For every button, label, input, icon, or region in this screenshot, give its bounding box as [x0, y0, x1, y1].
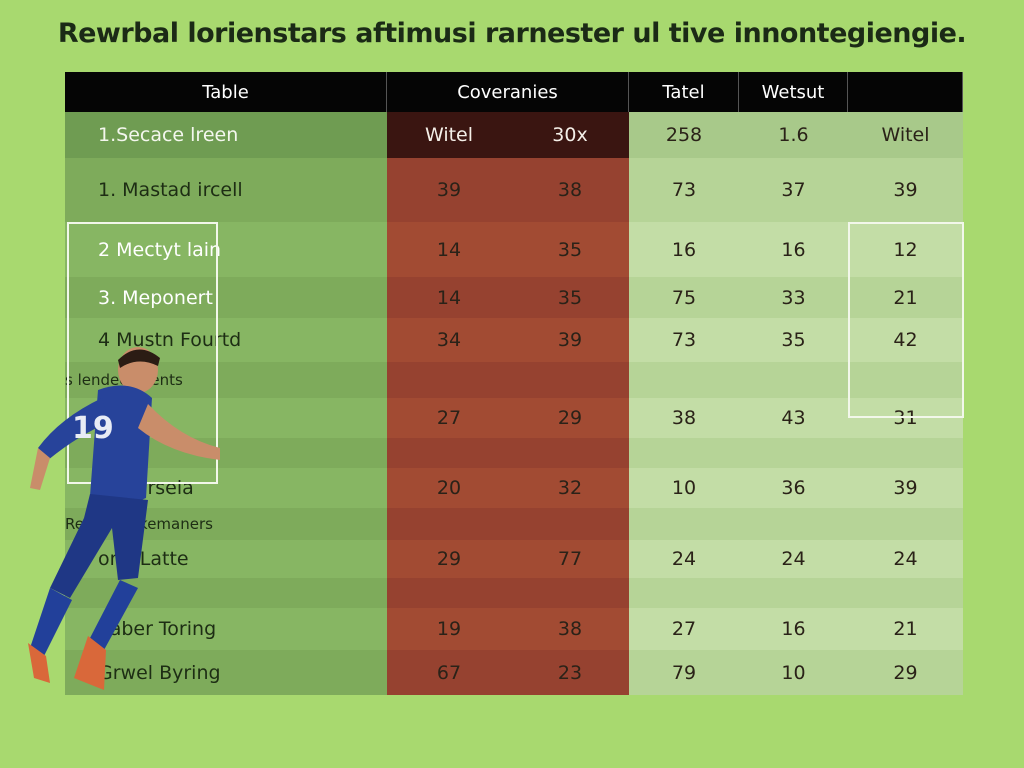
jersey-number: 19: [72, 411, 114, 446]
highlight-frame: [848, 222, 964, 418]
value-cell: 16: [739, 222, 848, 277]
value-cell: 21: [848, 277, 963, 318]
value-cell: 77: [511, 540, 629, 578]
empty-cell: [848, 362, 963, 398]
value-cell: 32: [511, 468, 629, 508]
empty-cell: [387, 508, 511, 540]
value-cell: 1.6: [739, 112, 848, 158]
header-cell: [848, 72, 963, 112]
row-label: Grwel Byring: [65, 650, 387, 695]
value-cell: 16: [629, 222, 739, 277]
empty-cell: [511, 438, 629, 468]
empty-cell: [387, 578, 511, 608]
empty-cell: [739, 508, 848, 540]
value-cell: 29: [387, 540, 511, 578]
value-cell: 19: [387, 608, 511, 650]
value-cell: 14: [387, 222, 511, 277]
value-cell: 38: [511, 608, 629, 650]
title: Rewrbal lorienstars aftimusi rarnester u…: [57, 18, 967, 49]
value-cell: 27: [629, 608, 739, 650]
empty-cell: [848, 438, 963, 468]
value-cell: Witel: [848, 112, 963, 158]
value-cell: 10: [629, 468, 739, 508]
header-cell: Wetsut: [739, 72, 848, 112]
value-cell: 23: [511, 650, 629, 695]
value-cell: 16: [739, 608, 848, 650]
value-cell: 38: [511, 158, 629, 222]
empty-cell: [387, 438, 511, 468]
empty-cell: [739, 578, 848, 608]
value-cell: 75: [629, 277, 739, 318]
value-cell: 39: [511, 318, 629, 362]
value-cell: 20: [387, 468, 511, 508]
row-label: 3. Meponert: [65, 277, 387, 318]
value-cell: 39: [848, 158, 963, 222]
empty-cell: [511, 508, 629, 540]
player-illustration: 19: [28, 347, 220, 690]
row-label: 2 Mectyt lain: [65, 222, 387, 277]
empty-cell: [848, 578, 963, 608]
value-cell: 35: [739, 318, 848, 362]
value-cell: 24: [629, 540, 739, 578]
value-cell: 79: [629, 650, 739, 695]
value-cell: 21: [848, 608, 963, 650]
value-cell: 258: [629, 112, 739, 158]
value-cell: 42: [848, 318, 963, 362]
row-label: 4 Mustn Fourtd: [65, 318, 387, 362]
row-label: 1. Mastad ircell: [65, 158, 387, 222]
value-cell: 31: [848, 398, 963, 438]
empty-cell: [629, 578, 739, 608]
value-cell: 67: [387, 650, 511, 695]
value-cell: 10: [739, 650, 848, 695]
value-cell: 37: [739, 158, 848, 222]
value-cell: 30x: [511, 112, 629, 158]
value-cell: 29: [511, 398, 629, 438]
value-cell: 73: [629, 318, 739, 362]
empty-cell: [511, 578, 629, 608]
row-label: 1.Secace lreen: [65, 112, 387, 158]
value-cell: Witel: [387, 112, 511, 158]
value-cell: 38: [629, 398, 739, 438]
value-cell: 39: [848, 468, 963, 508]
value-cell: 35: [511, 222, 629, 277]
value-cell: 73: [629, 158, 739, 222]
value-cell: 33: [739, 277, 848, 318]
empty-cell: [848, 508, 963, 540]
value-cell: 34: [387, 318, 511, 362]
value-cell: 35: [511, 277, 629, 318]
value-cell: 27: [387, 398, 511, 438]
empty-cell: [629, 508, 739, 540]
empty-cell: [629, 362, 739, 398]
table: Table Coveranies Tatel Wetsut 1.Secace lreen…: [65, 72, 963, 695]
empty-cell: [739, 362, 848, 398]
value-cell: 12: [848, 222, 963, 277]
header-cell: Tatel: [629, 72, 739, 112]
value-cell: 36: [739, 468, 848, 508]
value-cell: 43: [739, 398, 848, 438]
empty-cell: [511, 362, 629, 398]
value-cell: 29: [848, 650, 963, 695]
value-cell: 14: [387, 277, 511, 318]
empty-cell: [739, 438, 848, 468]
value-cell: 24: [739, 540, 848, 578]
empty-cell: [629, 438, 739, 468]
header-cell: Table: [65, 72, 387, 112]
empty-cell: [387, 362, 511, 398]
value-cell: 24: [848, 540, 963, 578]
header-cell: Coveranies: [387, 72, 629, 112]
value-cell: 39: [387, 158, 511, 222]
